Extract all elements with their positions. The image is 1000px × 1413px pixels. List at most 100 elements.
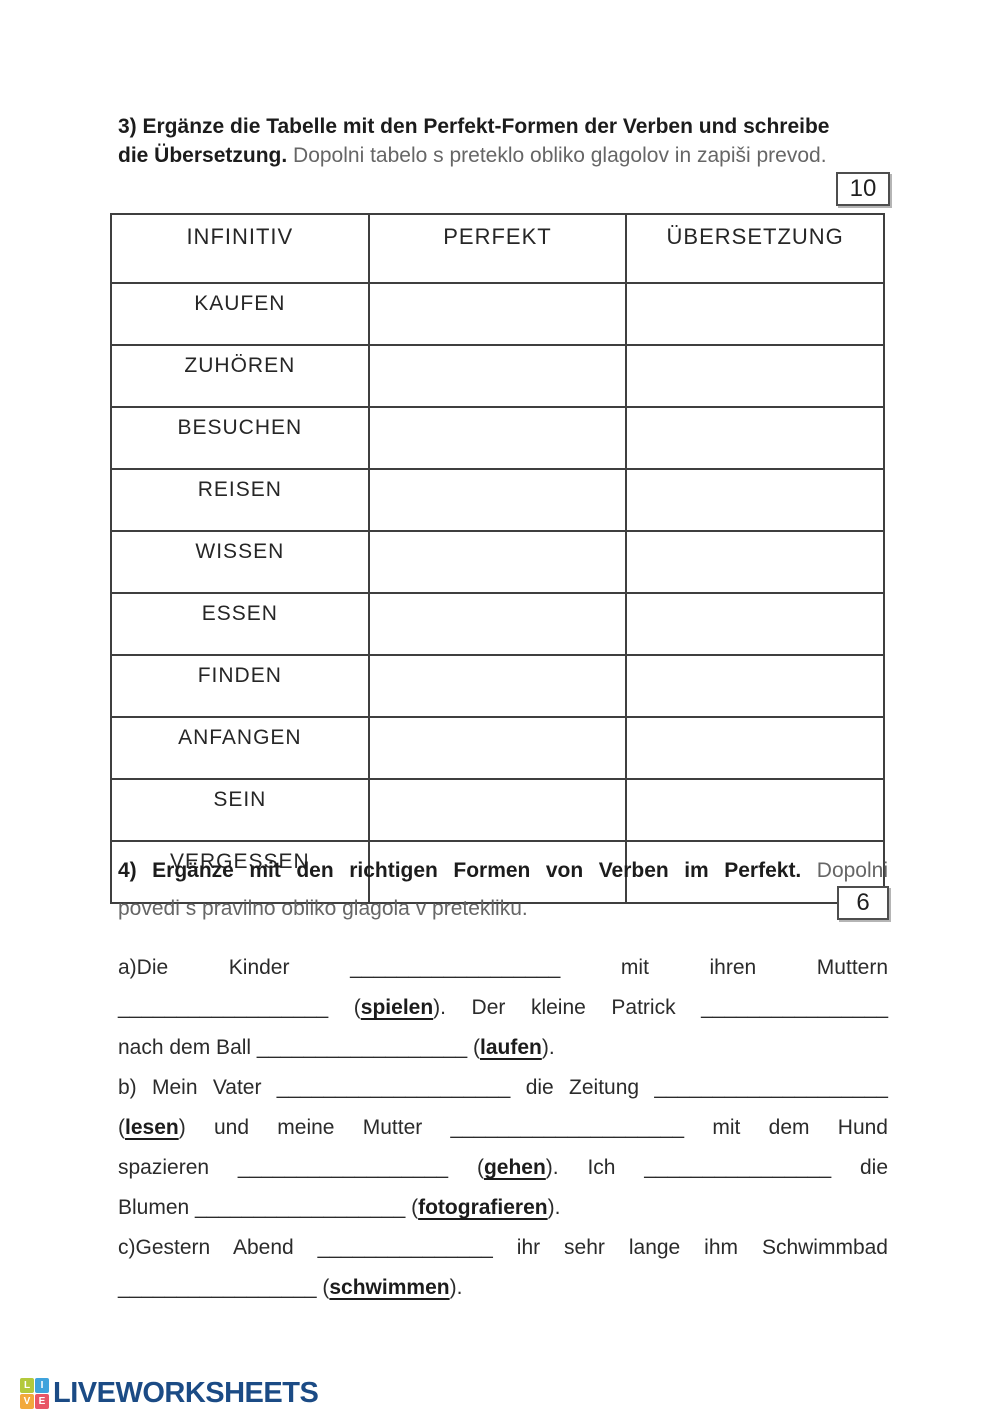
sentence-text: a)Die Kinder: [118, 956, 351, 979]
instruction-translation: povedi s pravilno obliko glagola v prete…: [118, 897, 528, 920]
table-row: ANFANGEN: [110, 716, 885, 780]
sentence-text: ). Der kleine Patrick: [433, 996, 702, 1019]
text-line: b) Mein Vater ____________________ die Z…: [118, 1068, 888, 1108]
infinitive-cell: SEIN: [110, 778, 370, 842]
instruction-text: 3) Ergänze die Tabelle mit den Perfekt-F…: [118, 115, 830, 138]
table-row: WISSEN: [110, 530, 885, 594]
text-line: 4) Ergänze mit den richtigen Formen von …: [118, 852, 888, 890]
uebersetzung-answer-cell[interactable]: [625, 406, 885, 470]
sentence-text: Blumen: [118, 1196, 196, 1219]
perfekt-answer-cell[interactable]: [367, 778, 628, 842]
uebersetzung-answer-cell[interactable]: [625, 530, 885, 594]
perfekt-answer-cell[interactable]: [367, 468, 628, 532]
answer-blank[interactable]: _______________: [317, 1236, 493, 1259]
perfekt-answer-cell[interactable]: [367, 344, 628, 408]
answer-blank[interactable]: __________________: [118, 996, 329, 1019]
table-header-cell: INFINITIV: [110, 213, 370, 284]
table-row: ESSEN: [110, 592, 885, 656]
uebersetzung-answer-cell[interactable]: [625, 344, 885, 408]
uebersetzung-answer-cell[interactable]: [625, 654, 885, 718]
table-row: REISEN: [110, 468, 885, 532]
exercise4-points-value: 6: [856, 889, 870, 916]
logo-tile-e: E: [35, 1394, 49, 1409]
perfekt-answer-cell[interactable]: [367, 592, 628, 656]
sentence-text: ).: [449, 1276, 463, 1299]
uebersetzung-answer-cell[interactable]: [625, 592, 885, 656]
uebersetzung-answer-cell[interactable]: [625, 716, 885, 780]
sentence-text: (: [467, 1036, 480, 1059]
sentence-text: (: [316, 1276, 330, 1299]
answer-blank[interactable]: __________________: [237, 1156, 449, 1179]
table-header-cell: ÜBERSETZUNG: [625, 213, 885, 284]
sentence-text: die: [831, 1156, 889, 1179]
perfekt-answer-cell[interactable]: [367, 406, 628, 470]
infinitive-cell: REISEN: [110, 468, 370, 532]
uebersetzung-answer-cell[interactable]: [625, 282, 885, 346]
sentence-text: ).: [541, 1036, 555, 1059]
verb-word: schwimmen: [329, 1276, 450, 1299]
sentence-text: b) Mein Vater: [118, 1076, 277, 1099]
text-line: povedi s pravilno obliko glagola v prete…: [118, 890, 888, 928]
answer-blank[interactable]: ____________________: [654, 1076, 888, 1099]
infinitive-cell: WISSEN: [110, 530, 370, 594]
answer-blank[interactable]: __________________: [256, 1036, 468, 1059]
perfekt-answer-cell[interactable]: [367, 282, 628, 346]
infinitive-cell: KAUFEN: [110, 282, 370, 346]
table-row: KAUFEN: [110, 282, 885, 346]
answer-blank[interactable]: ____________________: [276, 1076, 511, 1099]
sentence-text: (: [118, 1116, 125, 1139]
sentence-text: ) und meine Mutter: [178, 1116, 451, 1139]
liveworksheets-brand[interactable]: LIVEWORKSHEETS: [53, 1377, 319, 1409]
verbs-table: INFINITIV PERFEKT ÜBERSETZUNG KAUFEN ZUHÖREN…: [110, 213, 885, 904]
uebersetzung-answer-cell[interactable]: [625, 778, 885, 842]
infinitive-cell: FINDEN: [110, 654, 370, 718]
sentence-text: ).: [547, 1196, 561, 1219]
answer-blank[interactable]: _________________: [118, 1276, 317, 1299]
sentence-text: c)Gestern Abend: [118, 1236, 318, 1259]
text-line: spazieren __________________ (gehen). Ic…: [118, 1148, 888, 1188]
sentence-text: nach dem Ball: [118, 1036, 257, 1059]
logo-tile-i: I: [35, 1378, 49, 1393]
perfekt-answer-cell[interactable]: [367, 654, 628, 718]
instruction-text: die Übersetzung.: [118, 144, 288, 167]
text-line: _________________ (schwimmen).: [118, 1268, 888, 1308]
table-row: ZUHÖREN: [110, 344, 885, 408]
text-line: Blumen __________________ (fotografieren…: [118, 1188, 888, 1228]
text-line: nach dem Ball __________________ (laufen…: [118, 1028, 888, 1068]
sentence-text: spazieren: [118, 1156, 238, 1179]
text-line: (lesen) und meine Mutter _______________…: [118, 1108, 888, 1148]
verb-word: gehen: [483, 1156, 546, 1179]
infinitive-cell: ESSEN: [110, 592, 370, 656]
perfekt-answer-cell[interactable]: [367, 716, 628, 780]
perfekt-answer-cell[interactable]: [367, 840, 628, 904]
sentence-text: mit ihren Muttern: [560, 956, 889, 979]
table-row: SEIN: [110, 778, 885, 842]
sentence-text: (: [328, 996, 361, 1019]
infinitive-cell: ZUHÖREN: [110, 344, 370, 408]
instruction-text: 4) Ergänze mit den richtigen Formen von …: [118, 859, 802, 882]
answer-blank[interactable]: __________________: [350, 956, 561, 979]
verb-word: lesen: [125, 1116, 179, 1139]
text-line: c)Gestern Abend _______________ ihr sehr…: [118, 1228, 888, 1268]
sentence-text: ). Ich: [545, 1156, 645, 1179]
uebersetzung-answer-cell[interactable]: [625, 468, 885, 532]
sentence-text: (: [448, 1156, 484, 1179]
answer-blank[interactable]: ____________________: [450, 1116, 685, 1139]
table-header-row: INFINITIV PERFEKT ÜBERSETZUNG: [110, 213, 885, 284]
logo-tile-l: L: [20, 1378, 34, 1393]
answer-blank[interactable]: __________________: [195, 1196, 406, 1219]
verb-word: fotografieren: [418, 1196, 548, 1219]
text-line: a)Die Kinder __________________ mit ihre…: [118, 948, 888, 988]
perfekt-answer-cell[interactable]: [367, 530, 628, 594]
answer-blank[interactable]: ________________: [701, 996, 888, 1019]
infinitive-cell: VERGESSEN: [110, 840, 370, 904]
text-line: 3) Ergänze die Tabelle mit den Perfekt-F…: [118, 112, 890, 141]
table-row: BESUCHEN: [110, 406, 885, 470]
verb-word: laufen: [479, 1036, 542, 1059]
sentence-text: ihr sehr lange ihm Schwimmbad: [492, 1236, 888, 1259]
answer-blank[interactable]: ________________: [644, 1156, 832, 1179]
infinitive-cell: ANFANGEN: [110, 716, 370, 780]
